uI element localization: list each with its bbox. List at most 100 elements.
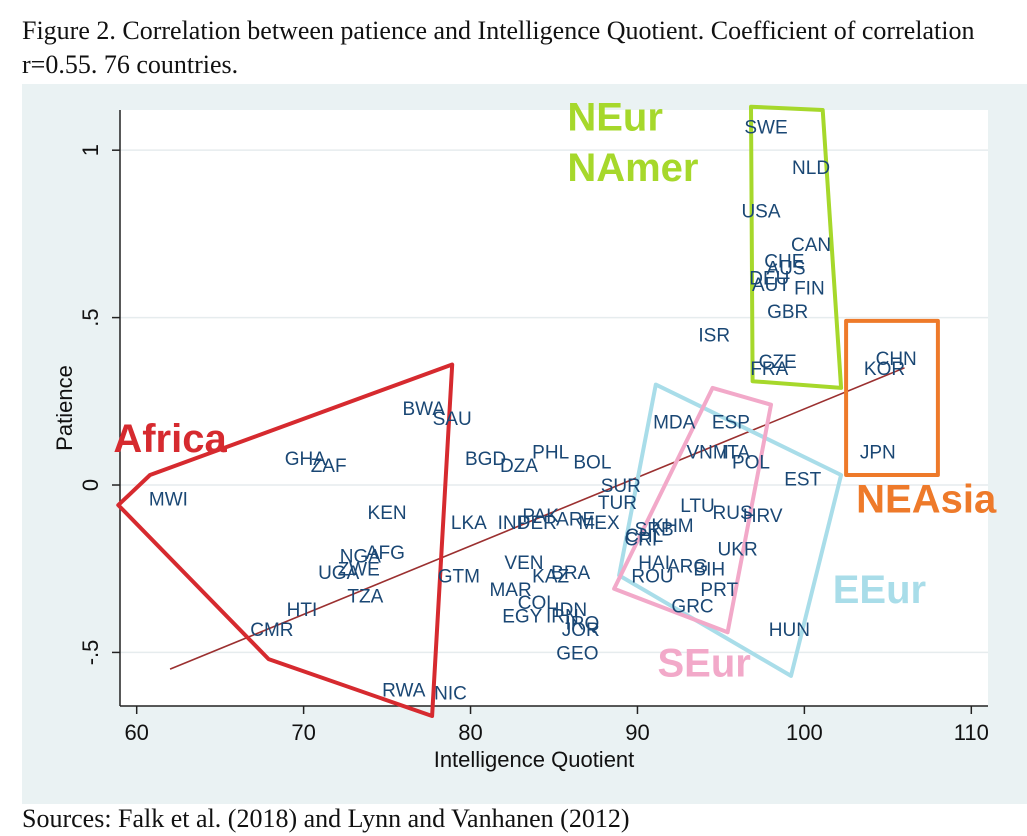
y-axis-label: Patience [52,365,77,451]
point-label: HRV [743,506,783,527]
point-label: HTI [287,600,318,621]
point-label: ZWE [338,560,380,581]
point-label: DZA [500,456,538,477]
point-label: BWA [403,399,446,420]
x-axis-label: Intelligence Quotient [434,747,635,772]
fit-line-group [169,367,905,670]
point-label: IDN [554,600,587,621]
point-label: TZA [347,587,383,608]
point-label: USA [741,201,780,222]
region-outline-seur [612,385,773,635]
point-label: POL [732,453,770,474]
region-label-eeur: EEur [833,568,926,612]
x-tick-label: 90 [625,720,649,745]
caption-line-2: r=0.55. 76 countries. [22,50,239,79]
x-tick-label: 70 [291,720,315,745]
point-label: MWI [149,489,188,510]
point-label: UGA [318,563,360,584]
region-labels: NEur NAmer NEAsia Africa EEur SEur [113,96,997,686]
point-label: HAI [638,553,670,574]
point-label: SUR [601,476,641,497]
point-label: GRC [671,597,713,618]
point-label: LKA [451,513,487,534]
point-label: KOR [864,359,905,380]
point-label: BGD [465,449,506,470]
x-tick-label: 110 [954,720,989,745]
point-label: TUR [598,493,637,514]
region-label-africa: Africa [113,417,227,461]
point-label: ARG [667,556,708,577]
point-label: CHE [764,252,804,273]
point-label: AFG [366,543,405,564]
point-label: GHA [285,449,327,470]
point-label: JOR [562,620,600,641]
point-label: COL [518,593,557,614]
point-label: SAU [433,409,472,430]
point-label: PRT [700,580,738,601]
point-label: RWA [382,680,426,701]
point-label: ARE [556,509,595,530]
region-outlines [116,104,940,718]
point-label: EST [784,469,821,490]
point-label: NIC [434,684,467,705]
point-label: MDA [653,412,696,433]
point-label: CAN [791,235,831,256]
point-label: DEU [749,268,789,289]
point-label: UKR [718,540,758,561]
point-label: BOL [573,453,611,474]
point-label: FRA [750,359,788,380]
figure-source-note: Sources: Falk et al. (2018) and Lynn and… [22,804,630,833]
point-label: RUS [713,503,753,524]
region-outline-africa [116,362,455,718]
point-label: VEN [504,553,543,574]
point-label: HUN [769,620,810,641]
point-label: CRI [624,530,657,551]
plot-area [120,110,988,706]
point-label: BRA [551,563,590,584]
point-label: NLD [792,158,830,179]
point-label: PER [518,513,557,534]
point-label: GBR [767,302,808,323]
figure-caption: Figure 2. Correlation between patience a… [22,14,1027,82]
x-tick-label: 100 [786,720,823,745]
region-label-neur: NEur [567,96,663,140]
x-tick-label: 80 [458,720,482,745]
y-tick-label: .5 [78,308,103,326]
fit-line [169,367,905,670]
point-label: ROU [631,566,673,587]
region-label-seur: SEur [657,641,750,685]
point-label: IND [498,513,531,534]
point-label: IRQ [565,613,599,634]
point-label: CZE [759,352,797,373]
region-outline-neur [749,104,844,390]
point-label: KEN [368,503,407,524]
region-label-neasia: NEAsia [856,477,997,521]
point-label: KHM [651,516,693,537]
point-label: FIN [794,278,825,299]
point-label: MEX [578,513,620,534]
region-outline-eeur [617,382,844,678]
point-label: GEO [556,643,598,664]
region-outline-neasia [844,318,940,477]
point-label: JPN [860,443,896,464]
y-tick-label: 0 [78,479,103,491]
point-label: LTU [680,496,714,517]
point-label: SWE [744,118,787,139]
point-label: AUS [766,258,805,279]
point-label: CHL [625,526,663,547]
point-label: BIH [693,560,725,581]
point-label: GTM [438,566,480,587]
region-label-namer: NAmer [567,146,698,190]
point-label: PAK [522,506,559,527]
point-label: PHL [532,443,569,464]
point-label: NGA [340,546,382,567]
point-label: IRN [546,607,579,628]
caption-line-1: Figure 2. Correlation between patience a… [22,16,975,45]
point-label: AUT [752,275,790,296]
point-label: CMR [250,620,293,641]
point-label: MAR [489,580,531,601]
point-label: SRB [635,520,674,541]
point-label: ZAF [311,456,347,477]
